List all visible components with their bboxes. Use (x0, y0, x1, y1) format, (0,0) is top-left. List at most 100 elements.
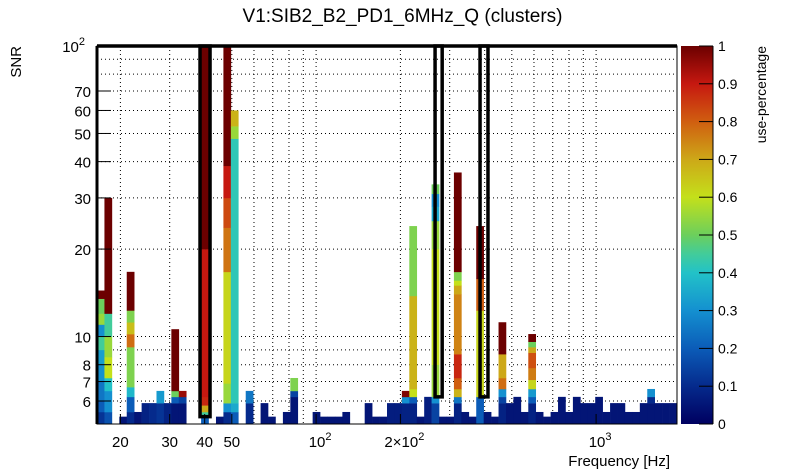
colorbar-tick-label: 0.8 (718, 114, 738, 130)
heatmap-cell (528, 341, 537, 348)
heatmap-cell (201, 249, 209, 398)
heatmap-cell (156, 403, 165, 425)
colorbar-tick-label: 0 (718, 416, 726, 432)
y-tick-label: 50 (74, 126, 91, 143)
heatmap-cell (223, 411, 232, 425)
heatmap-cell (282, 411, 291, 425)
heatmap-cell (461, 411, 470, 425)
y-axis-label: SNR (8, 46, 25, 78)
y-tick-label: 8 (83, 358, 91, 375)
heatmap-cell (632, 411, 641, 425)
heatmap-cell (334, 416, 343, 425)
heatmap-cell (491, 416, 499, 425)
heatmap-cell (178, 396, 187, 404)
heatmap-cell (476, 396, 484, 425)
heatmap-cell (342, 411, 351, 425)
heatmap-cell (498, 322, 507, 355)
heatmap-cell (379, 416, 388, 425)
heatmap-cell (223, 46, 232, 167)
heatmap-cell (401, 396, 410, 404)
heatmap-cell (364, 403, 373, 425)
heatmap-cell (178, 403, 187, 425)
heatmap-cell (223, 271, 232, 384)
heatmap-cell (558, 396, 566, 425)
heatmap-cell (126, 334, 135, 348)
heatmap-cell (163, 403, 172, 425)
heatmap-cell (223, 383, 232, 404)
y-tick-label: 10 (74, 330, 91, 347)
heatmap-cell (223, 403, 232, 413)
heatmap-cell (201, 405, 209, 413)
colorbar-tick-label: 0.5 (718, 227, 738, 243)
plot-frame (96, 45, 678, 425)
colorbar-tick-label: 0.4 (718, 265, 738, 281)
heatmap-cell (230, 126, 239, 139)
heatmap-cell (134, 411, 142, 425)
heatmap-cell (468, 416, 477, 425)
heatmap-cell (439, 416, 447, 425)
y-tick-label: 70 (74, 84, 91, 101)
heatmap-cell (528, 403, 537, 425)
heatmap-cell (97, 349, 105, 365)
axes: 20 30 40 50 102 2×102 103 6 78 10 20 30 40 50 60 70 102 (62, 36, 611, 451)
heatmap-cell (97, 298, 105, 314)
heatmap-cell (580, 403, 589, 425)
heatmap-cell (372, 416, 380, 425)
heatmap-cell (505, 403, 514, 425)
heatmap-cell (156, 390, 165, 404)
heatmap-cell (245, 403, 254, 425)
y-tick-label: 30 (74, 191, 91, 208)
heatmap-cell (424, 396, 432, 425)
heatmap-cell (617, 403, 626, 425)
heatmap-cell (104, 357, 113, 379)
heatmap-cell (572, 396, 581, 425)
heatmap-cell (126, 347, 135, 388)
heatmap-cell (290, 396, 299, 425)
y-tick-label: 7 (83, 375, 91, 392)
heatmap-cells (97, 46, 678, 425)
heatmap-cell (453, 354, 462, 379)
heatmap-cell (498, 354, 507, 379)
heatmap-cell (610, 403, 618, 425)
chart-title: V1:SIB2_B2_PD1_6MHz_Q (clusters) (242, 6, 563, 27)
heatmap-cell (409, 295, 418, 390)
y-tick-label: 20 (74, 242, 91, 259)
heatmap-cell (639, 403, 648, 425)
x-tick-label: 40 (196, 434, 213, 451)
heatmap-cell (394, 403, 403, 425)
heatmap-cell (528, 367, 537, 381)
x-tick-label: 50 (223, 434, 240, 451)
colorbar-tick-label: 0.1 (718, 378, 738, 394)
heatmap-cell (171, 390, 180, 398)
heatmap-cell (647, 403, 655, 425)
x-tick-label: 30 (161, 434, 178, 451)
heatmap-cell (230, 138, 239, 404)
heatmap-cell (119, 416, 128, 425)
heatmap-cell (223, 197, 232, 228)
heatmap-cell (654, 403, 663, 425)
heatmap-cell (201, 396, 209, 406)
heatmap-cell (446, 416, 455, 425)
heatmap-cell (453, 280, 462, 286)
heatmap-cell (126, 411, 135, 425)
heatmap-cell (104, 390, 113, 413)
y-tick-label: 60 (74, 103, 91, 120)
heatmap-cell (171, 403, 180, 425)
heatmap-cell (409, 403, 418, 425)
y-tick-label: 40 (74, 155, 91, 172)
heatmap-cell (223, 227, 232, 273)
heatmap-cell (498, 403, 507, 425)
heatmap-cell (223, 165, 232, 199)
colorbar-tick-label: 0.2 (718, 340, 738, 356)
heatmap-cell (662, 403, 670, 425)
heatmap-cell (268, 416, 276, 425)
heatmap-cell (387, 403, 395, 425)
heatmap-cell (97, 290, 105, 299)
heatmap-cell (260, 403, 269, 425)
heatmap-cell (498, 396, 507, 404)
heatmap-cell (483, 411, 492, 425)
colorbar-tick-label: 1 (718, 38, 726, 54)
x-tick-label: 103 (589, 431, 612, 451)
heatmap-cell (104, 197, 113, 314)
heatmap-cell (550, 411, 559, 425)
